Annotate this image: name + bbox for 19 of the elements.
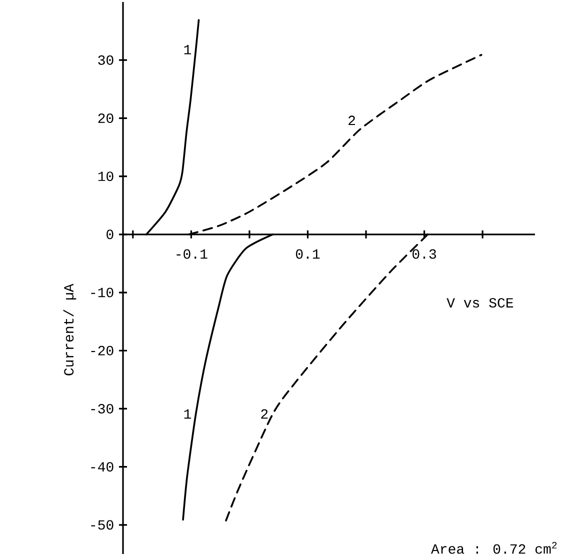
y-tick-label: 10 xyxy=(98,172,114,182)
x-tick-label: 0.3 xyxy=(412,249,436,259)
x-tick-label: 0.1 xyxy=(296,249,320,259)
x-axis-title: V vs SCE xyxy=(446,298,514,308)
y-tick-label: -20 xyxy=(91,346,114,356)
y-tick-label: -40 xyxy=(91,462,114,472)
y-tick-label: 0 xyxy=(106,230,114,240)
y-tick-label: 20 xyxy=(98,113,114,123)
series-label: 2 xyxy=(348,116,355,126)
series-label: 1 xyxy=(184,45,191,54)
annotation: Area : 0.72 cm$^{2}$ xyxy=(431,542,557,554)
y-axis-title: Current/ µA xyxy=(63,284,76,376)
y-tick-label: -10 xyxy=(91,288,114,298)
series-label: 2 xyxy=(261,409,268,419)
y-tick-label: -50 xyxy=(91,520,114,530)
series-label: 1 xyxy=(184,409,191,419)
y-tick-label: -30 xyxy=(91,404,114,414)
x-tick-label: -0.1 xyxy=(176,249,208,259)
y-tick-label: 30 xyxy=(98,55,114,65)
